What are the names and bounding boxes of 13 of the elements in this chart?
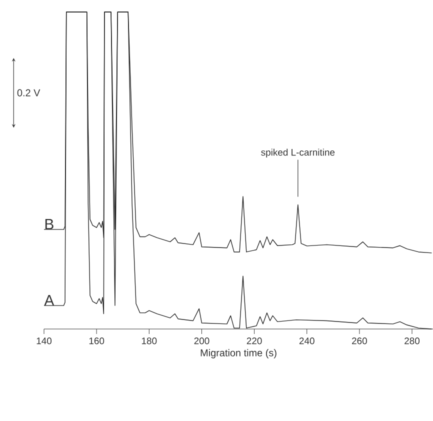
x-tick-label: 240 [299,338,314,344]
series-label: B [45,218,54,230]
x-tick-label: 260 [352,338,367,344]
x-tick-label: 280 [404,338,420,344]
x-tick-label: 180 [142,338,157,344]
x-tick-label: 200 [194,338,210,344]
x-tick-label: 140 [36,338,52,344]
annotation: spiked L-carnitine [261,148,335,158]
text: 0.2 V [17,89,40,96]
series-label: A [44,295,54,306]
x-tick-label: 220 [246,338,262,344]
x-tick-label: 160 [89,338,104,344]
x-axis-title: Migration time (s) [200,349,276,358]
